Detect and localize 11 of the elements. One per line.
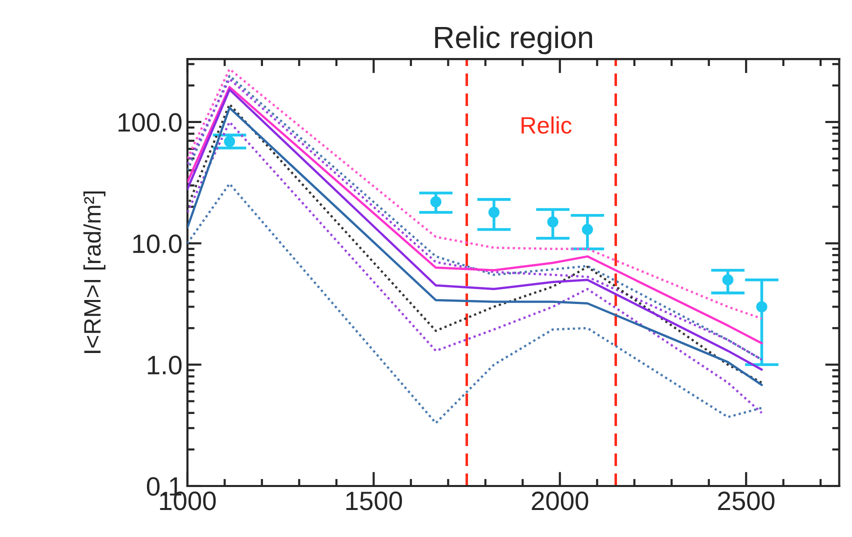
- x-tick-label: 2000: [532, 492, 588, 510]
- y-tick-label: 100.0: [118, 113, 182, 132]
- x-tick-label: 1500: [346, 492, 402, 510]
- chart-title: Relic region: [435, 26, 592, 54]
- line-series: [187, 182, 763, 424]
- annotation: Relic: [522, 116, 572, 134]
- x-tick-label: 2500: [718, 492, 774, 510]
- y-tick-label: 1.0: [148, 356, 182, 374]
- y-axis-title: I<RM>I [rad/m²]: [83, 192, 106, 353]
- y-tick-label: 10.0: [133, 234, 182, 254]
- line-series: [187, 68, 763, 320]
